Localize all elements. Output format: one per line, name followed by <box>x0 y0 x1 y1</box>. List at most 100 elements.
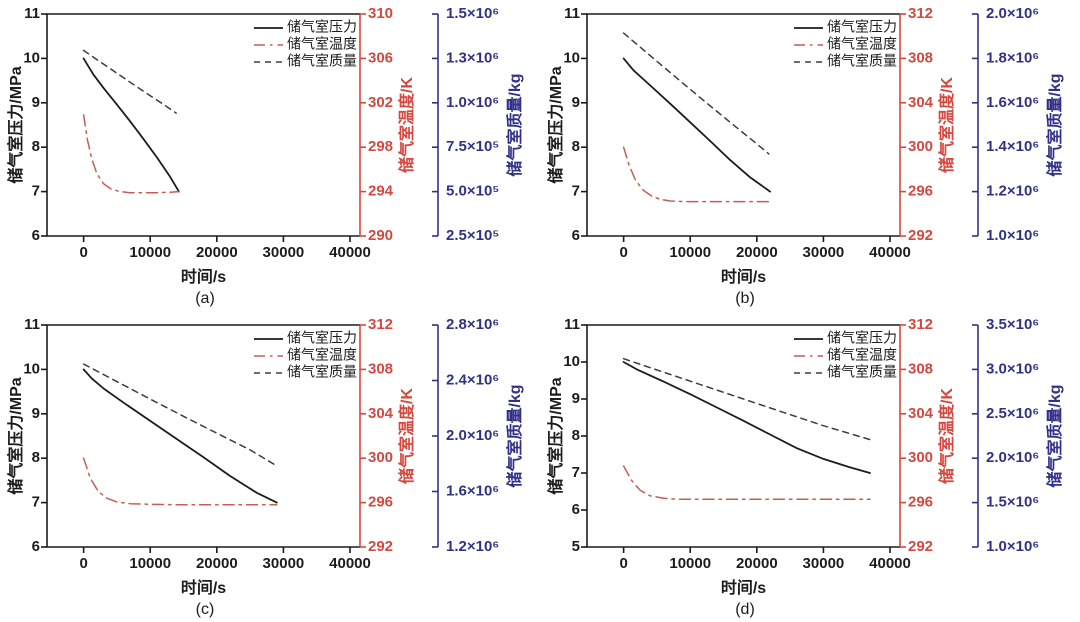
legend-label-mass: 储气室质量 <box>827 53 897 69</box>
tick-label-time: 0 <box>619 244 627 261</box>
tick-label-temperature: 312 <box>368 316 393 333</box>
tick-label-time: 40000 <box>329 555 371 572</box>
tick-label-pressure: 9 <box>572 94 580 111</box>
tick-label-mass: 1.8×10⁶ <box>986 49 1039 66</box>
tick-label-pressure: 6 <box>32 227 40 244</box>
tick-label-mass: 7.5×10⁵ <box>446 138 499 155</box>
tick-label-pressure: 8 <box>572 427 580 444</box>
tick-label-temperature: 300 <box>368 449 393 466</box>
tick-label-pressure: 8 <box>32 449 40 466</box>
tick-label-time: 20000 <box>736 555 778 572</box>
tick-label-mass: 2.0×10⁶ <box>986 449 1039 466</box>
tick-label-pressure: 11 <box>24 5 40 22</box>
tick-label-mass: 2.5×10⁶ <box>986 405 1039 422</box>
tick-label-time: 10000 <box>669 555 711 572</box>
tick-label-time: 0 <box>79 555 87 572</box>
mass-line <box>622 32 770 155</box>
subplot-c-caption: (c) <box>195 601 215 618</box>
tick-label-time: 20000 <box>736 244 778 261</box>
tick-label-temperature: 304 <box>908 94 934 111</box>
pressure-line <box>82 368 278 504</box>
tick-label-temperature: 302 <box>368 94 393 111</box>
legend-label-temperature: 储气室温度 <box>287 36 357 52</box>
subplot-d: 5 6 7 8 9 10 11 0 10000 20000 30000 40000 292 296 300 3… <box>540 311 1080 622</box>
tick-label-time: 20000 <box>196 244 238 261</box>
tick-label-temperature: 300 <box>908 449 933 466</box>
tick-label-temperature: 304 <box>368 405 394 422</box>
mass-axis-title: 储气室质量/kg <box>1045 73 1064 177</box>
tick-label-pressure: 8 <box>572 138 580 155</box>
mass-line <box>622 357 871 441</box>
plot-box <box>46 324 360 548</box>
tick-label-temperature: 312 <box>908 316 933 333</box>
tick-label-temperature: 308 <box>908 360 933 377</box>
tick-label-pressure: 8 <box>32 138 40 155</box>
tick-label-time: 10000 <box>129 244 171 261</box>
legend-label-mass: 储气室质量 <box>827 364 897 380</box>
tick-label-pressure: 9 <box>32 405 40 422</box>
tick-label-temperature: 296 <box>908 494 933 511</box>
temperature-axis-title: 储气室温度/K <box>397 388 416 485</box>
tick-label-pressure: 11 <box>24 316 40 333</box>
pressure-line <box>82 57 180 193</box>
tick-label-temperature: 296 <box>368 494 393 511</box>
legend-label-pressure: 储气室压力 <box>827 330 897 346</box>
subplot-a: 6 7 8 9 10 11 0 10000 20000 30000 40000 290 294 298 30… <box>0 0 540 311</box>
tick-label-mass: 1.4×10⁶ <box>986 138 1039 155</box>
tick-label-mass: 1.0×10⁶ <box>986 538 1039 555</box>
plot-box <box>46 13 360 237</box>
tick-label-pressure: 10 <box>563 353 580 370</box>
time-axis-title: 时间/s <box>181 267 226 286</box>
legend-label-pressure: 储气室压力 <box>287 330 357 346</box>
temperature-line <box>82 114 180 194</box>
tick-label-time: 0 <box>619 555 627 572</box>
plot-box <box>586 13 900 237</box>
tick-label-temperature: 310 <box>368 5 393 22</box>
tick-label-mass: 2.8×10⁶ <box>446 316 499 333</box>
tick-label-temperature: 292 <box>908 227 933 244</box>
tick-label-pressure: 10 <box>23 49 40 66</box>
mass-axis-title: 储气室质量/kg <box>505 73 524 177</box>
temperature-axis-title: 储气室温度/K <box>937 388 956 485</box>
tick-label-time: 30000 <box>803 244 845 261</box>
subplot-d-caption: (d) <box>735 601 755 618</box>
tick-label-mass: 1.0×10⁶ <box>446 94 499 111</box>
tick-label-pressure: 10 <box>23 360 40 377</box>
tick-label-pressure: 9 <box>32 94 40 111</box>
tick-label-mass: 3.0×10⁶ <box>986 360 1039 377</box>
tick-label-temperature: 304 <box>908 405 934 422</box>
tick-label-time: 40000 <box>869 555 911 572</box>
tick-label-time: 0 <box>79 244 87 261</box>
time-axis-title: 时间/s <box>721 267 766 286</box>
tick-label-time: 40000 <box>329 244 371 261</box>
tick-label-temperature: 312 <box>908 5 933 22</box>
legend-label-temperature: 储气室温度 <box>287 347 357 363</box>
temperature-line <box>82 457 278 506</box>
temperature-axis-title: 储气室温度/K <box>937 77 956 174</box>
tick-label-time: 20000 <box>196 555 238 572</box>
tick-label-pressure: 7 <box>572 183 580 200</box>
subplot-c: 6 7 8 9 10 11 0 10000 20000 30000 40000 292 296 300 30… <box>0 311 540 622</box>
tick-label-mass: 2.4×10⁶ <box>446 371 499 388</box>
tick-label-mass: 1.5×10⁶ <box>986 494 1039 511</box>
tick-label-temperature: 306 <box>368 49 393 66</box>
mass-line <box>82 49 177 114</box>
tick-label-temperature: 294 <box>368 183 394 200</box>
pressure-axis-title: 储气室压力/MPa <box>6 377 25 495</box>
tick-label-mass: 1.5×10⁶ <box>446 5 499 22</box>
tick-label-temperature: 292 <box>368 538 393 555</box>
time-axis-title: 时间/s <box>721 578 766 597</box>
legend-label-mass: 储气室质量 <box>287 364 357 380</box>
mass-line <box>82 363 277 466</box>
tick-label-temperature: 298 <box>368 138 393 155</box>
tick-label-time: 30000 <box>263 555 305 572</box>
tick-label-pressure: 11 <box>564 316 580 333</box>
tick-label-time: 30000 <box>803 555 845 572</box>
tick-label-mass: 3.5×10⁶ <box>986 316 1039 333</box>
tick-label-mass: 1.2×10⁶ <box>446 538 499 555</box>
legend-label-mass: 储气室质量 <box>287 53 357 69</box>
